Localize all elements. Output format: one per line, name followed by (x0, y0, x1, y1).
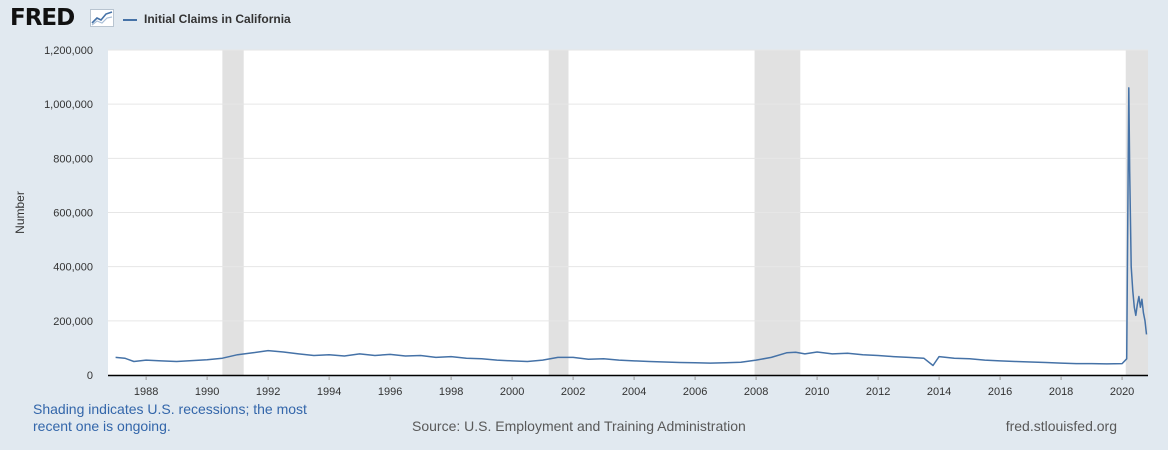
y-tick-label: 600,000 (53, 208, 93, 220)
x-tick-label: 2012 (866, 386, 890, 398)
y-axis-ticks: 0 200,000 400,000 600,000 800,000 1,000,000 1,… (44, 45, 93, 382)
y-tick-label: 1,200,000 (44, 45, 93, 57)
legend-swatch (123, 19, 137, 21)
x-tick-label: 2018 (1049, 386, 1073, 398)
chart-header: FRED Initial Claims in California (0, 0, 1168, 40)
x-tick-label: 2014 (927, 386, 951, 398)
x-tick-label: 1996 (378, 386, 402, 398)
y-tick-label: 400,000 (53, 262, 93, 274)
y-tick-label: 1,000,000 (44, 99, 93, 111)
x-tick-label: 1998 (439, 386, 463, 398)
x-tick-label: 1992 (256, 386, 280, 398)
x-tick-label: 2000 (500, 386, 524, 398)
x-tick-label: 2010 (805, 386, 829, 398)
series-layer (115, 87, 1148, 367)
site-link[interactable]: fred.stlouisfed.org (1005, 418, 1117, 434)
gridlines (108, 49, 1148, 322)
source-note: Source: U.S. Employment and Training Adm… (412, 418, 746, 434)
x-tick-label: 1990 (195, 386, 219, 398)
y-tick-label: 200,000 (53, 316, 93, 328)
x-tick-label: 2004 (622, 386, 646, 398)
series-line (115, 87, 1148, 367)
x-tick-label: 1994 (317, 386, 341, 398)
y-axis-label: Number (13, 191, 27, 234)
x-tick-label: 2016 (988, 386, 1012, 398)
legend-label: Initial Claims in California (144, 12, 291, 26)
recession-note: Shading indicates U.S. recessions; the m… (33, 401, 307, 434)
x-tick-label: 1988 (134, 386, 158, 398)
y-tick-label: 800,000 (53, 153, 93, 165)
x-tick-label: 2020 (1110, 386, 1134, 398)
chart-line-icon (90, 9, 114, 27)
x-tick-label: 2002 (561, 386, 585, 398)
x-tick-label: 2006 (683, 386, 707, 398)
x-tick-label: 2008 (744, 386, 768, 398)
x-axis-ticks: 1988 1990 1992 1994 1996 1998 2000 2002 2004 2006… (134, 376, 1134, 398)
fred-logo[interactable]: FRED (10, 5, 75, 31)
line-chart: 1988 1990 1992 1994 1996 1998 2000 2002 2004 2006… (13, 45, 1148, 398)
y-tick-label: 0 (87, 370, 93, 382)
